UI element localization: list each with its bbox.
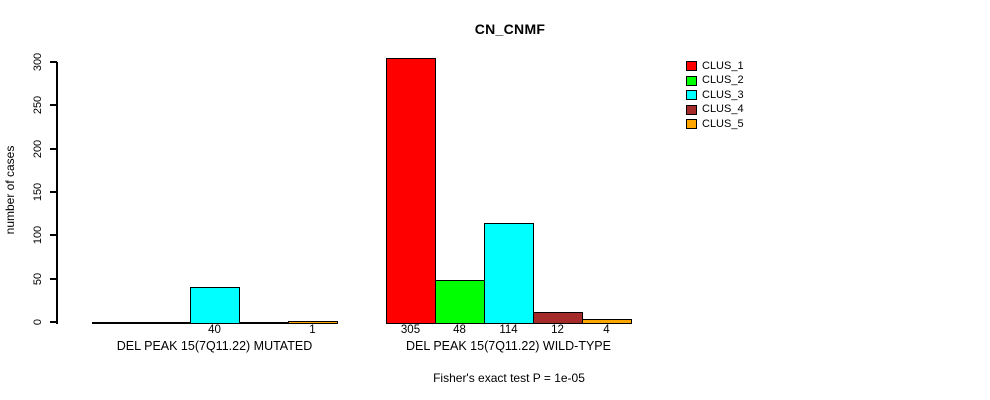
bar-value-label: 305 [400,324,421,336]
bar-value-label: 12 [551,324,564,336]
y-tick-label: 150 [32,182,44,202]
y-tick-mark [50,147,57,150]
group-label-1: DEL PEAK 15(7Q11.22) MUTATED [116,339,313,353]
bar-clus-5-group-2 [582,318,632,324]
legend-item-clus-1: CLUS_1 [686,59,744,74]
bar-value-label: 1 [309,324,316,336]
chart-title: CN_CNMF [474,21,546,37]
legend-swatch-clus-5 [686,119,697,130]
y-tick-label: 50 [32,272,44,285]
bar-clus-2-group-2 [435,280,485,324]
bar-value-label: 48 [453,324,466,336]
y-tick-mark [50,234,57,237]
legend-item-clus-2: CLUS_2 [686,74,744,89]
y-tick-label: 100 [32,226,44,245]
bar-clus-3-group-1 [190,287,240,324]
bar-value-label: 4 [603,324,610,336]
y-axis-label: number of cases [3,145,17,235]
legend-swatch-clus-1 [686,61,697,72]
legend-swatch-clus-3 [686,90,697,101]
fisher-test-note: Fisher's exact test P = 1e-05 [433,371,585,385]
legend-label: CLUS_1 [702,59,744,72]
group-label-2: DEL PEAK 15(7Q11.22) WILD-TYPE [406,339,611,353]
bar-clus-5-group-1 [288,321,338,324]
y-tick-label: 300 [32,52,44,72]
legend: CLUS_1 CLUS_2 CLUS_3 CLUS_4 CLUS_5 [686,59,744,132]
legend-label: CLUS_4 [702,103,744,116]
bar-clus-1-group-2 [386,57,436,324]
bar-value-label: 114 [499,324,518,336]
legend-item-clus-4: CLUS_4 [686,103,744,118]
bar-clus-4-group-2 [533,311,583,324]
bar-value-label: 40 [208,324,221,336]
y-tick-mark [50,191,57,193]
y-tick-label: 200 [32,139,44,158]
y-axis-line [56,62,58,324]
legend-item-clus-5: CLUS_5 [686,117,744,132]
y-tick-mark [50,277,57,280]
y-tick-mark [50,321,57,323]
y-tick-mark [50,104,57,107]
y-tick-label: 0 [32,318,44,326]
legend-swatch-clus-4 [686,104,697,115]
legend-label: CLUS_2 [702,74,744,87]
legend-label: CLUS_3 [702,88,744,101]
y-tick-label: 250 [32,96,44,115]
legend-swatch-clus-2 [686,75,697,86]
legend-label: CLUS_5 [702,117,744,130]
legend-item-clus-3: CLUS_3 [686,88,744,103]
y-tick-mark [50,61,57,63]
bar-clus-3-group-2 [484,223,534,324]
